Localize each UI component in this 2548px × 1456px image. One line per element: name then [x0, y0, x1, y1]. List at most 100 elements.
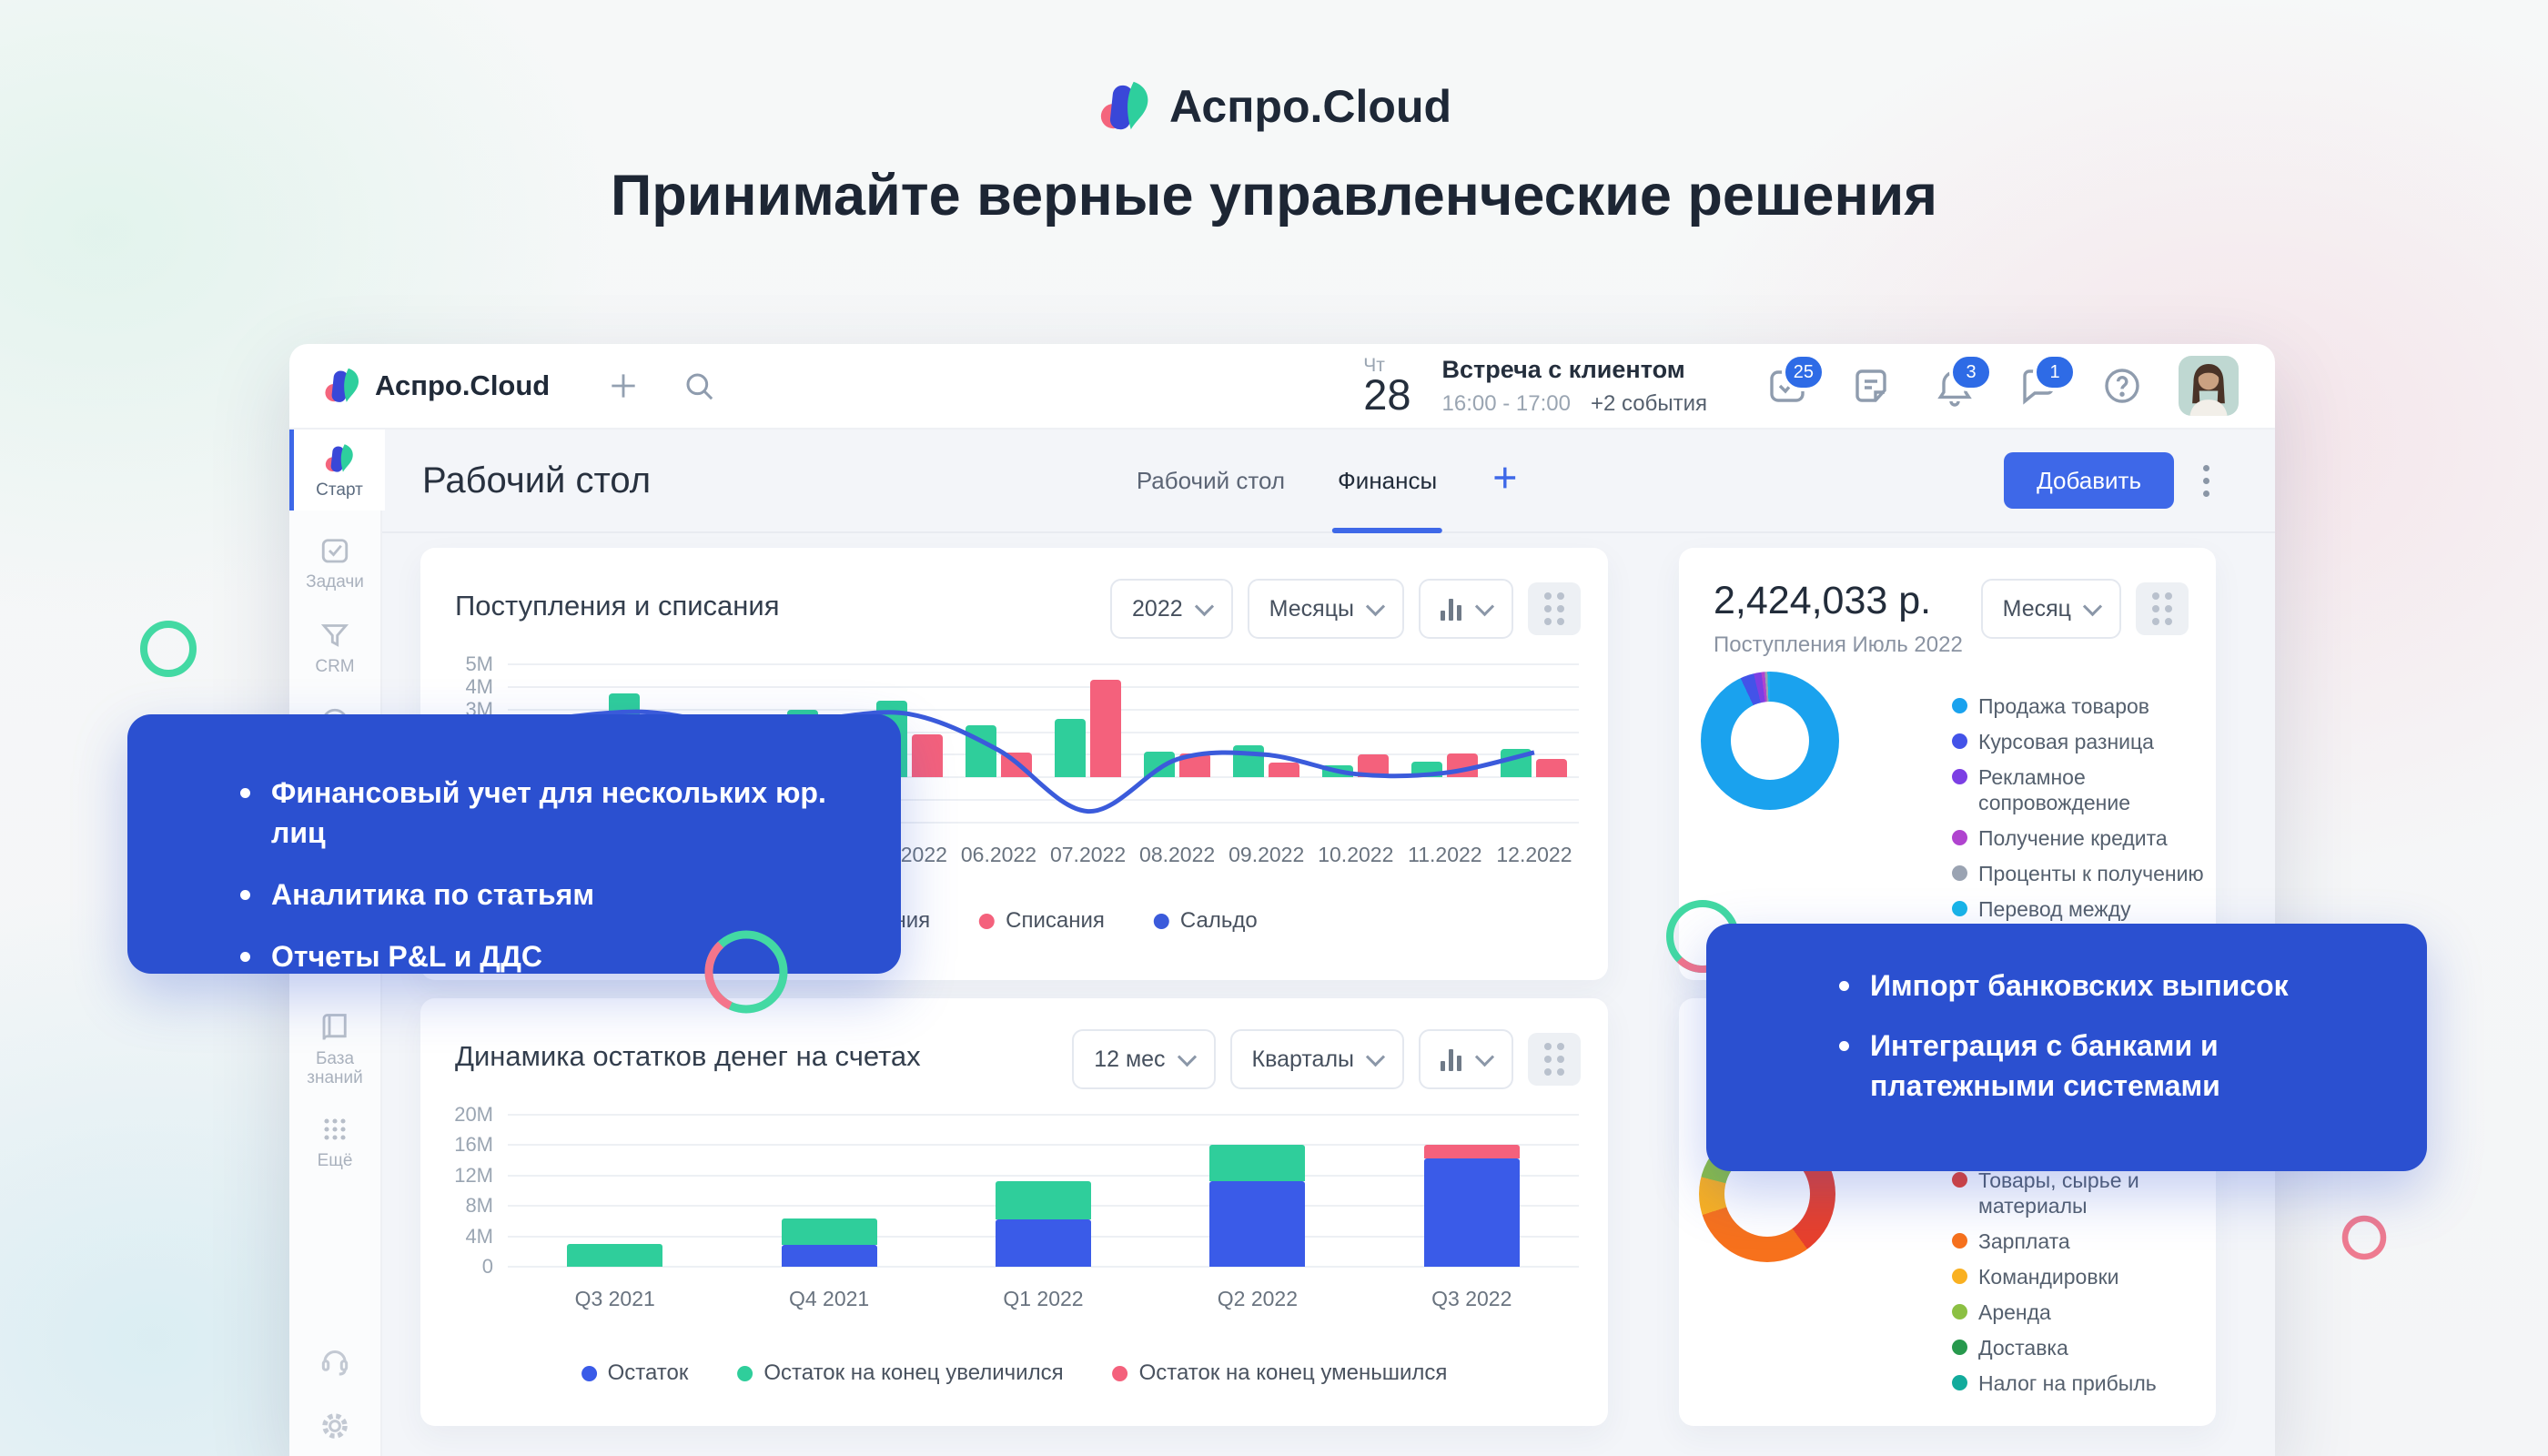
support-headset-icon[interactable]: [318, 1343, 352, 1378]
legend-item: Получение кредита: [1952, 825, 2206, 851]
widget-incomes: 2,424,033 р. Поступления Июль 2022 Месяц…: [1679, 548, 2216, 980]
tasks-button[interactable]: 25: [1765, 353, 1825, 408]
incomes-total: 2,424,033 р.: [1714, 579, 1932, 622]
chevron-down-icon: [2082, 596, 2103, 616]
drag-handle[interactable]: [2136, 582, 2189, 635]
y-axis-label: 8M: [465, 1194, 493, 1218]
notes-button[interactable]: [1849, 364, 1893, 408]
window-brand-name: Аспро.Cloud: [375, 369, 551, 401]
legend-label: Рекламное сопровождение: [1978, 765, 2131, 814]
y-axis-label: 4M: [465, 674, 493, 698]
legend-dot: [1952, 769, 1967, 784]
y-axis-label: 12M: [454, 1163, 493, 1187]
topbar-right: Чт 28 Встреча с клиентом 16:00 - 17:00 +2…: [1363, 353, 2239, 417]
period-select[interactable]: Месяцы: [1247, 579, 1404, 639]
gridline: [508, 799, 1579, 802]
bar-Списания: [1090, 680, 1122, 778]
chart-type-select[interactable]: [1419, 1029, 1513, 1089]
legend-item: Аренда: [1952, 1299, 2206, 1325]
chevron-down-icon: [1365, 1046, 1386, 1067]
legend-dot: [1952, 865, 1967, 881]
incomes-caption: Поступления Июль 2022: [1714, 632, 1963, 657]
legend-label: Командировки: [1978, 1265, 2119, 1289]
calendar-date[interactable]: Чт 28: [1363, 356, 1410, 416]
gridline: [508, 753, 1579, 756]
chat-button[interactable]: 1: [2017, 353, 2077, 408]
brand-name: Аспро.Cloud: [1168, 81, 1452, 132]
calendar-event[interactable]: Встреча с клиентом 16:00 - 17:00 +2 событ…: [1442, 356, 1708, 417]
bar-Списания: [911, 734, 943, 778]
plus-icon: [1494, 467, 1516, 489]
sidebar-item-crm[interactable]: CRM: [289, 619, 380, 676]
settings-gear-icon[interactable]: [318, 1409, 352, 1443]
x-axis-label: Q1 2022: [1003, 1287, 1084, 1310]
drag-handle[interactable]: [1528, 1033, 1581, 1086]
sidebar-item-start[interactable]: Старт: [289, 430, 385, 511]
sidebar-label: Задачи: [306, 572, 364, 592]
gridline: [508, 1174, 1579, 1177]
sidebar-label: Старт: [316, 480, 363, 500]
callout-bank-features: Импорт банковских выписок Интеграция с б…: [1706, 924, 2427, 1171]
sidebar-item-knowledge[interactable]: База знаний: [289, 1011, 380, 1087]
gridline: [508, 731, 1579, 733]
widgets-grid: Поступления и списания 2022 Месяцы 5M 4M 3…: [382, 533, 2275, 1426]
x-axis-label: 06.2022: [960, 843, 1037, 866]
help-button[interactable]: [2100, 364, 2144, 408]
legend-dot: [1952, 830, 1967, 845]
legend-dot: [737, 1365, 753, 1381]
dashboard-tabs: Рабочий стол Финансы: [1136, 430, 1521, 533]
aspro-logo-icon: [325, 368, 359, 402]
callout-bullet: Финансовый учет для нескольких юр. лиц: [235, 773, 864, 853]
notifications-button[interactable]: 3: [1933, 353, 1993, 408]
sidebar-label: Ещё: [317, 1151, 353, 1170]
legend-dot: [1952, 733, 1967, 749]
legend-dot: [979, 913, 996, 929]
legend-item: Налог на прибыль: [1952, 1370, 2206, 1396]
stack-Остаток на конец увеличился: [781, 1218, 877, 1245]
sidebar-item-tasks[interactable]: Задачи: [289, 534, 380, 592]
legend-dot: [1952, 1233, 1967, 1249]
legend-label: Налог на прибыль: [1978, 1371, 2157, 1395]
legend-dot: [1952, 1269, 1967, 1284]
year-select[interactable]: 2022: [1110, 579, 1233, 639]
x-axis-label: Q4 2021: [788, 1287, 870, 1310]
tab-finance[interactable]: Финансы: [1332, 430, 1443, 533]
legend-dot: [1952, 1340, 1967, 1355]
avatar[interactable]: [2179, 356, 2239, 416]
aspro-logo-icon: [1100, 81, 1148, 130]
stack-Остаток на конец увеличился: [1209, 1144, 1306, 1181]
x-axis-label: 12.2022: [1496, 843, 1572, 866]
x-axis-label: 09.2022: [1228, 843, 1305, 866]
legend-dot: [1153, 913, 1169, 929]
drag-handle[interactable]: [1528, 582, 1581, 635]
more-grid-icon: [324, 1118, 346, 1140]
sidebar-item-more[interactable]: Ещё: [289, 1113, 380, 1170]
callout-bullet: Аналитика по статьям: [235, 875, 864, 915]
search-button[interactable]: [681, 368, 717, 404]
window-brand[interactable]: Аспро.Cloud: [322, 366, 550, 406]
period-select[interactable]: Кварталы: [1229, 1029, 1404, 1089]
gridline: [508, 822, 1579, 824]
create-button[interactable]: [606, 369, 641, 403]
range-select[interactable]: 12 мес: [1072, 1029, 1216, 1089]
event-subtitle: 16:00 - 17:00 +2 события: [1442, 391, 1708, 417]
kebab-menu-icon[interactable]: [2198, 460, 2215, 502]
legend-item: Курсовая разница: [1952, 729, 2206, 754]
tab-desktop[interactable]: Рабочий стол: [1136, 466, 1286, 494]
add-widget-button[interactable]: Добавить: [2004, 452, 2174, 509]
plus-icon: [612, 374, 635, 398]
help-icon: [2105, 369, 2139, 403]
add-tab-button[interactable]: [1490, 462, 1521, 499]
stack-Остаток: [996, 1219, 1091, 1267]
tasks-badge: 25: [1781, 353, 1825, 391]
legend-item: Рекламное сопровождение: [1952, 764, 2206, 815]
search-icon: [686, 373, 713, 400]
month-select[interactable]: Месяц: [1980, 579, 2121, 639]
widget-cashflow: Поступления и списания 2022 Месяцы 5M 4M 3…: [420, 548, 1608, 980]
chat-badge: 1: [2033, 353, 2077, 391]
chart-type-select[interactable]: [1419, 579, 1513, 639]
event-title: Встреча с клиентом: [1441, 355, 1685, 383]
header-actions: Добавить: [2004, 452, 2215, 509]
legend-label: Проценты к получению: [1978, 862, 2204, 885]
